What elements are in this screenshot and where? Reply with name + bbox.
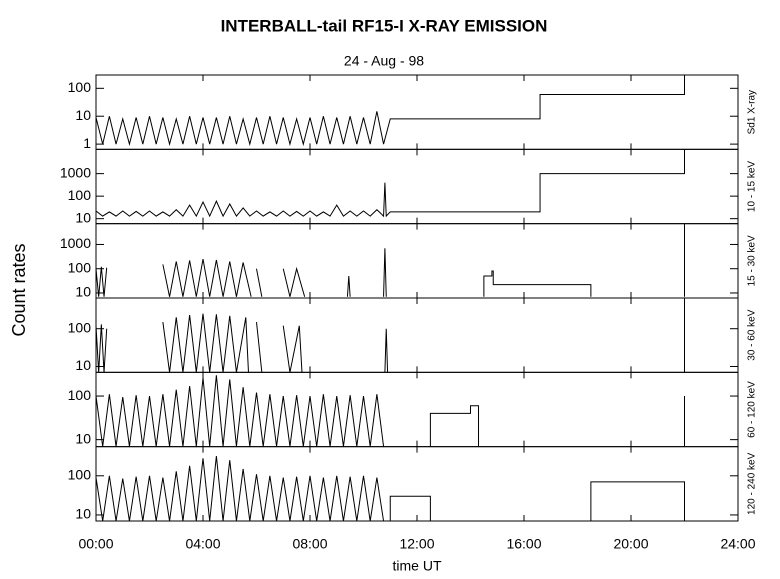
panel-label: 10 - 15 keV <box>747 161 758 212</box>
x-tick-label: 24:00 <box>720 536 755 552</box>
chart-title: INTERBALL-tail RF15-I X-RAY EMISSION <box>221 16 548 35</box>
data-line <box>95 375 685 447</box>
panel-frame <box>95 148 739 225</box>
y-tick-label: 1 <box>83 135 91 151</box>
data-line <box>95 223 685 297</box>
y-tick-label: 10 <box>75 430 91 446</box>
data-line <box>95 298 685 373</box>
y-axis-title: Count rates <box>9 243 29 336</box>
x-tick-label: 00:00 <box>78 536 113 552</box>
panel-label: 60 - 120 keV <box>747 381 758 438</box>
y-tick-label: 100 <box>68 387 92 403</box>
y-tick-label: 100 <box>68 187 92 203</box>
data-line <box>95 75 685 147</box>
y-tick-label: 1000 <box>60 235 91 251</box>
data-line <box>95 149 685 218</box>
data-line <box>95 455 685 522</box>
y-tick-label: 10 <box>75 284 91 300</box>
panel-frame <box>95 74 739 150</box>
x-axis-title: time UT <box>393 558 442 574</box>
x-tick-label: 08:00 <box>292 536 327 552</box>
y-tick-label: 10 <box>75 209 91 225</box>
y-tick-label: 1000 <box>60 164 91 180</box>
panel-label: 120 - 240 keV <box>747 452 758 515</box>
y-tick-label: 10 <box>75 506 91 522</box>
chart-subtitle: 24 - Aug - 98 <box>344 53 424 69</box>
x-tick-label: 12:00 <box>399 536 434 552</box>
y-tick-label: 10 <box>75 357 91 373</box>
panel-label: 30 - 60 keV <box>747 309 758 360</box>
x-tick-label: 16:00 <box>506 536 541 552</box>
y-tick-label: 100 <box>68 467 92 483</box>
panel-label: Sd1 X-ray <box>747 90 758 134</box>
x-tick-label: 04:00 <box>185 536 220 552</box>
x-tick-label: 20:00 <box>613 536 648 552</box>
panel-label: 15 - 30 keV <box>747 235 758 286</box>
y-tick-label: 100 <box>68 79 92 95</box>
panel-frame <box>95 223 739 299</box>
y-tick-label: 100 <box>68 319 92 335</box>
y-tick-label: 100 <box>68 259 92 275</box>
y-tick-label: 10 <box>75 107 91 123</box>
